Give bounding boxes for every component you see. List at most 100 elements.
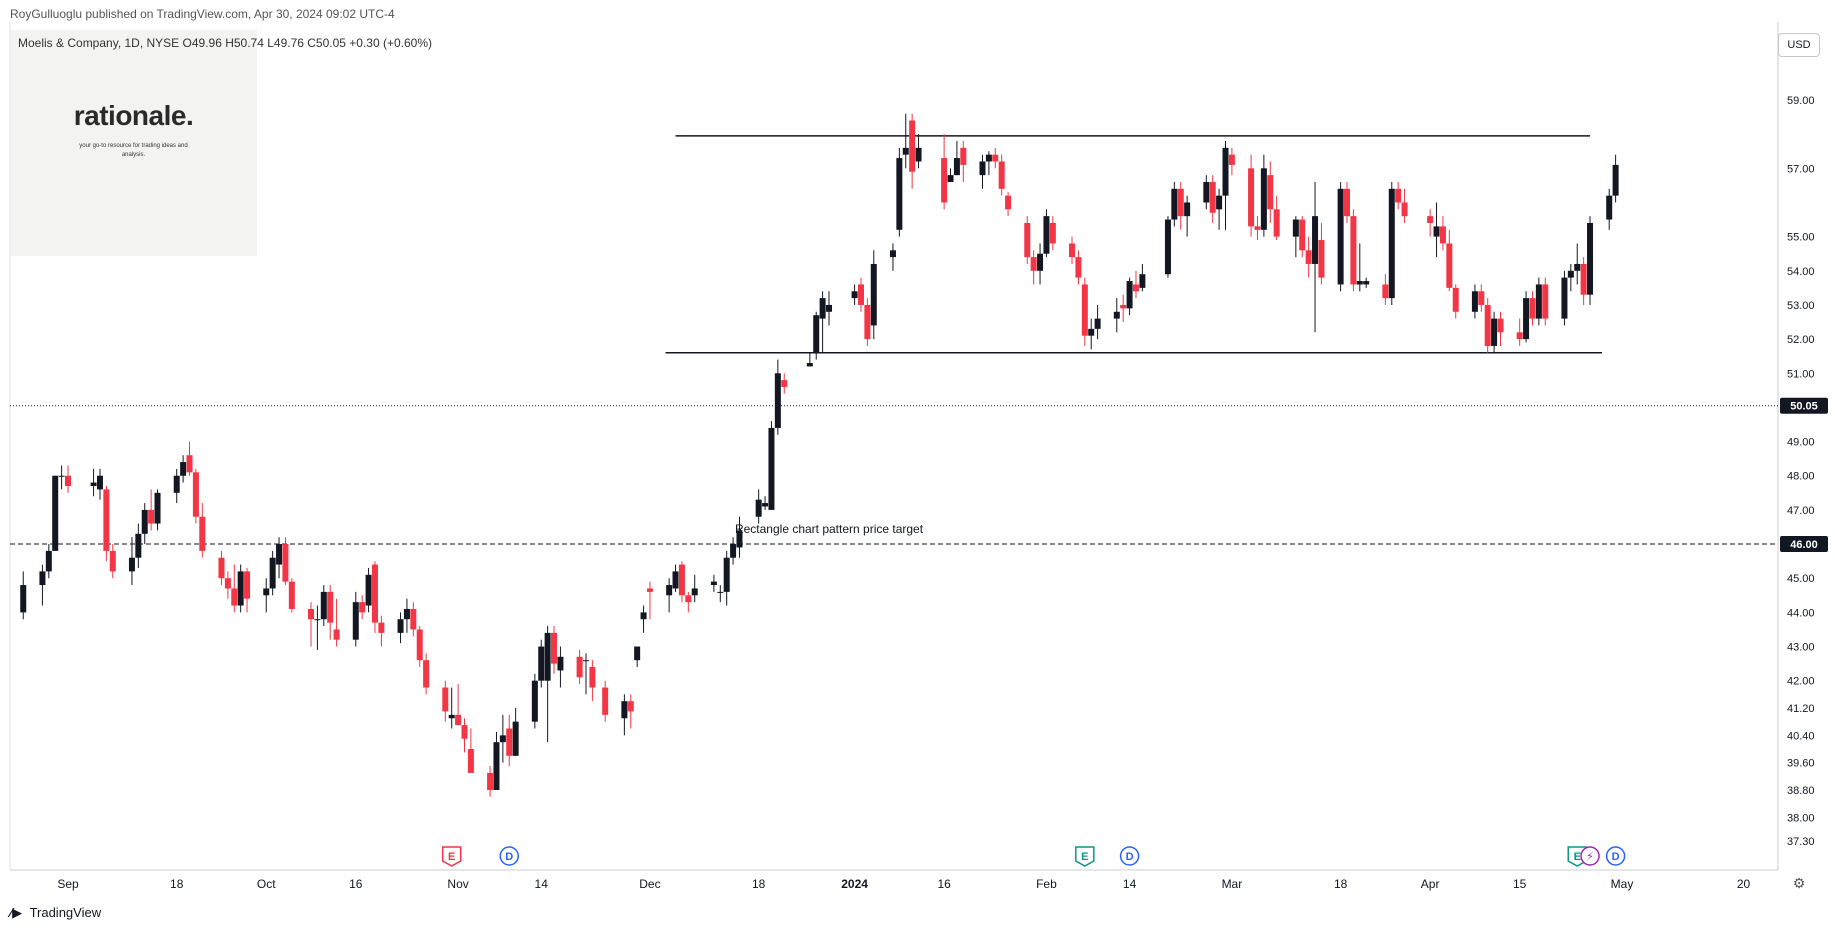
candle-body [1254,226,1261,230]
candle-body [1043,216,1050,254]
target-price-badge: 46.00 [1790,539,1818,551]
candle-body [1222,147,1229,196]
candle-body [1446,243,1453,288]
candle-body [327,591,334,623]
candle-body [1139,274,1146,288]
candle-body [1216,195,1223,210]
candle-body [602,687,609,715]
candle-body [723,557,730,592]
candle-body [621,701,628,719]
candle-body [666,585,673,596]
candle-body [1452,287,1459,312]
candle-body [953,158,960,176]
candle-body [627,701,634,712]
candle-body [583,660,589,662]
candle-body [678,564,685,596]
candle-body [39,571,46,586]
candle-body [467,749,474,773]
candle-body [672,571,679,589]
candle-body [333,629,340,640]
candle-body [710,581,717,586]
candle-body [1024,222,1031,258]
candle-body [1491,318,1498,346]
tradingview-brand-text: TradingView [29,905,102,920]
price-tick-label: 44.00 [1787,607,1815,619]
price-tick-label: 43.00 [1787,642,1815,654]
candle-body [135,533,142,558]
candle-body [148,509,155,524]
candle-body [1427,216,1434,223]
candle-body [1478,291,1485,305]
tradingview-logo-icon: ⁄▶ [10,905,23,920]
candle-body [1561,277,1568,319]
candle-body [909,120,916,172]
time-tick-label: Nov [447,877,468,891]
candle-body [819,298,826,319]
candle-body [1049,222,1056,244]
candle-body [52,475,59,551]
candle-body [1542,284,1549,319]
candle-body [314,619,321,621]
candle-body [947,175,954,182]
candle-body [1439,226,1446,244]
candle-body [531,680,538,722]
price-tick-label: 54.00 [1787,266,1815,278]
time-tick-label: 14 [535,877,549,891]
candle-body [1273,209,1280,237]
candle-body [992,154,999,162]
candle-body [352,602,359,640]
candle-body [20,585,27,613]
time-tick-label: May [1611,877,1634,891]
annotation-label: Rectangle chart pattern price target [735,522,924,536]
candle-body [416,629,423,661]
candle-body [1580,263,1587,295]
candle-body [410,608,417,630]
candle-body [1350,216,1357,285]
event-marker-shield [1075,846,1095,867]
candle-body [320,591,327,620]
candle-body [1171,188,1178,220]
candle-body [493,742,500,790]
candle-body [813,315,820,353]
candle-body [1388,188,1395,299]
candle-body [960,147,967,165]
candle-body [826,304,833,312]
candle-body [806,363,813,367]
candle-body [1203,181,1210,203]
candle-body [1267,175,1274,210]
target-price-badge-bg [1780,536,1828,553]
candle-body [691,588,698,596]
candle-body [103,489,110,551]
price-tick-label: 52.00 [1787,334,1815,346]
candle-body [506,728,513,756]
candle-body [551,632,558,664]
candle-body [1337,188,1344,285]
candle-body [979,161,986,176]
currency-button[interactable]: USD [1778,33,1820,57]
time-tick-label: 18 [752,877,766,891]
candle-body [851,291,858,299]
candle-body [1030,257,1037,271]
candle-body [896,158,903,230]
event-marker-label: E [1574,851,1581,863]
logo-text: rationale. [73,100,194,131]
candle-body [1075,257,1082,278]
candle-body [1433,226,1440,237]
candle-body [1312,216,1319,264]
candle-body [65,475,71,486]
time-tick-label: 16 [937,877,951,891]
candle-body [461,725,468,739]
candle-body [634,646,641,661]
candle-body [58,475,65,477]
candle-body [1363,281,1370,285]
price-tick-label: 55.00 [1787,232,1815,244]
candle-body [173,475,180,493]
candle-body [487,772,494,790]
price-tick-label: 39.60 [1787,758,1815,770]
price-tick-label: 42.00 [1787,676,1815,688]
candle-body [1356,281,1363,285]
candle-body [685,595,692,603]
candle-body [231,588,238,606]
candle-body [224,578,231,589]
